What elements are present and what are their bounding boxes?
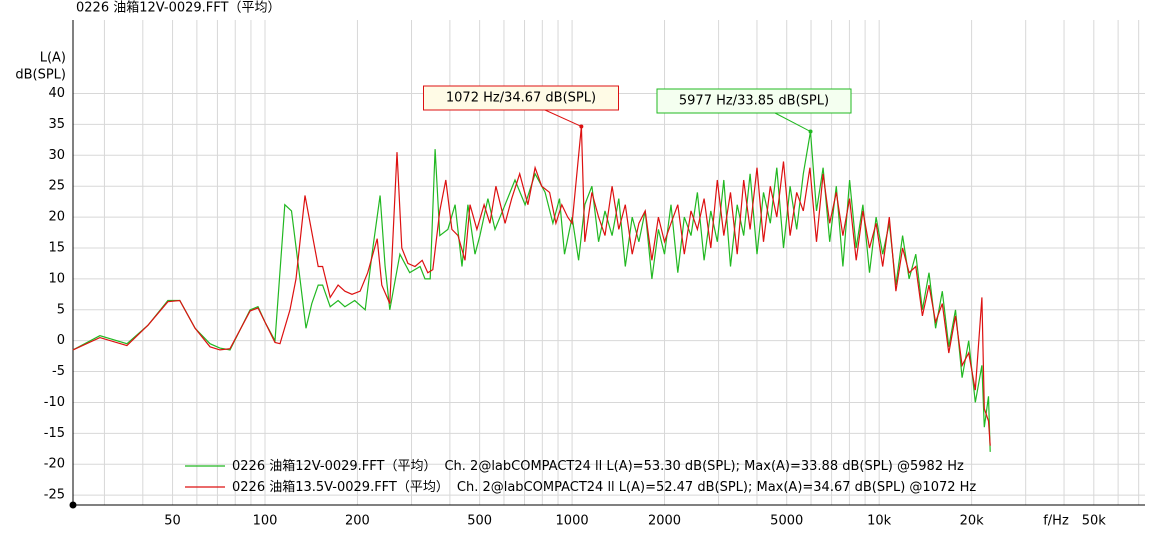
y-tick-label: 35 [48,117,65,132]
x-tick-label: 1000 [556,514,589,529]
annotation-leader [544,109,582,127]
annotation-text: 1072 Hz/34.67 dB(SPL) [446,91,596,106]
y-axis-label: L(A) [40,51,66,66]
legend-name: 0226 油箱13.5V-0029.FFT（平均） [232,479,449,495]
x-axis-label: f/Hz [1043,514,1069,529]
axis-origin [69,501,77,509]
y-tick-label: -20 [44,457,65,472]
annotation-box [423,85,619,111]
y-tick-label: 40 [48,86,65,101]
y-tick-label: 15 [48,240,65,255]
chart-title: 0226 油箱12V-0029.FFT（平均） [76,0,280,16]
y-tick-label: 20 [48,210,65,225]
x-tick-label: 20k [960,514,985,529]
annotation-point [808,129,813,134]
y-tick-label: 10 [48,271,65,286]
annotation-text: 5977 Hz/33.85 dB(SPL) [679,94,829,109]
legend-entry: 0226 油箱12V-0029.FFT（平均） Ch. 2@labCOMPACT2… [232,458,964,474]
y-tick-label: 0 [57,333,65,348]
legend-entry: 0226 油箱13.5V-0029.FFT（平均） Ch. 2@labCOMPAC… [232,479,976,495]
x-tick-label: 50 [164,514,181,529]
legend-info: Ch. 2@labCOMPACT24 ll L(A)=52.47 dB(SPL)… [457,480,977,495]
legend-name: 0226 油箱12V-0029.FFT（平均） [232,458,436,474]
annotation-point [579,124,584,129]
legend-info: Ch. 2@labCOMPACT24 ll L(A)=53.30 dB(SPL)… [444,459,964,474]
x-tick-label: 200 [345,514,370,529]
y-tick-label: -10 [44,395,65,410]
y-tick-label: -25 [44,488,65,503]
x-tick-label: 500 [467,514,492,529]
x-tick-label: 5000 [770,514,803,529]
annotation-leader [774,112,811,132]
x-tick-label: 10k [867,514,892,529]
x-tick-label: 50k [1082,514,1107,529]
y-tick-label: 30 [48,148,65,163]
x-tick-label: 2000 [648,514,681,529]
y-axis-label: dB(SPL) [15,68,66,83]
x-tick-label: 100 [253,514,278,529]
y-tick-label: 25 [48,179,65,194]
series-line [72,126,991,446]
y-tick-label: -5 [52,364,65,379]
y-tick-label: -15 [44,426,65,441]
series-line [72,131,991,452]
y-tick-label: 5 [57,302,65,317]
annotation-box [656,88,852,114]
